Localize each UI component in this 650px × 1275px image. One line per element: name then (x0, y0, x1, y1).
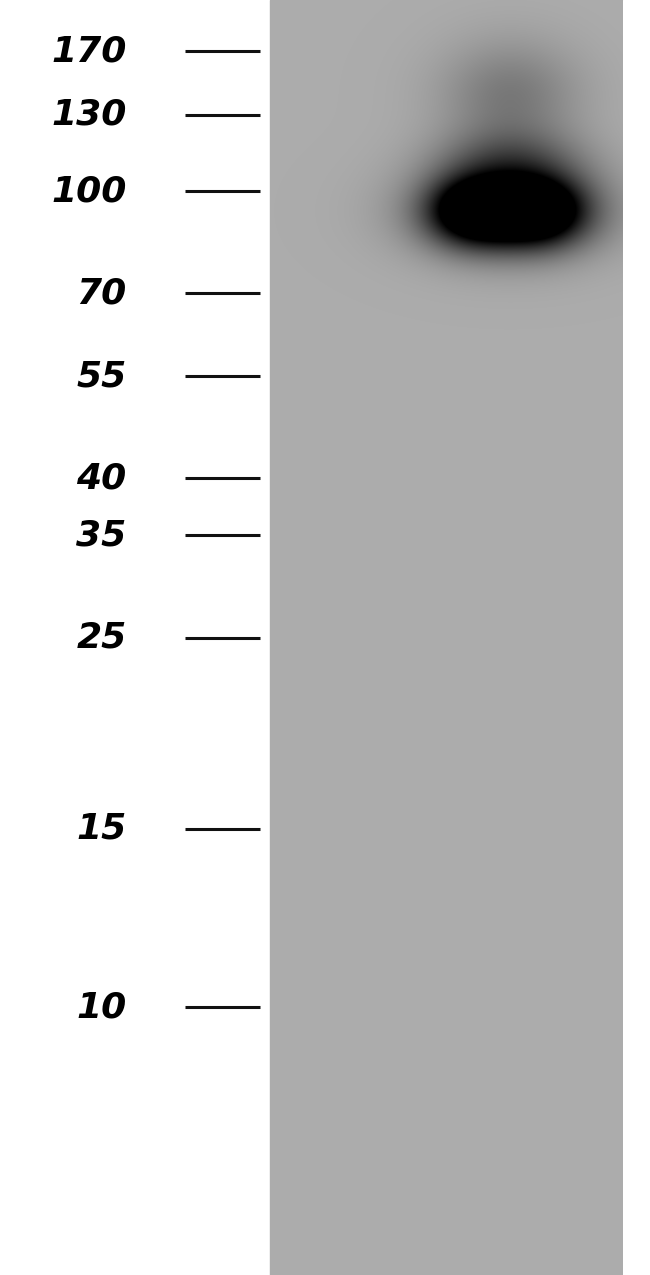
Text: 35: 35 (77, 519, 127, 552)
Text: 100: 100 (51, 175, 127, 208)
Text: 130: 130 (51, 98, 127, 131)
Text: 55: 55 (77, 360, 127, 393)
Text: 15: 15 (77, 812, 127, 845)
Text: 40: 40 (77, 462, 127, 495)
Text: 70: 70 (77, 277, 127, 310)
Text: 25: 25 (77, 621, 127, 654)
Bar (0, 0, 270, 1275)
Text: 10: 10 (77, 991, 127, 1024)
Bar (270, 0, 623, 1275)
Bar (623, 0, 650, 1275)
Text: 170: 170 (51, 34, 127, 68)
